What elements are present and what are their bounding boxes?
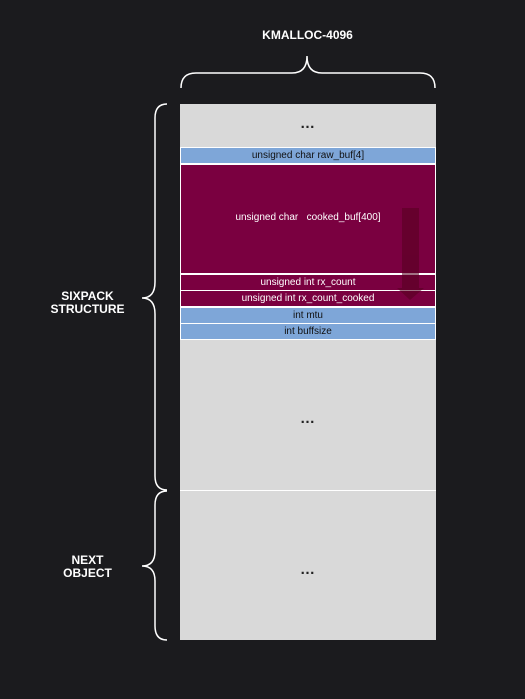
object-boundary-line [180,490,436,491]
next-label-line-1: NEXT [71,553,104,567]
field-cooked-buf-label: unsigned char cooked_buf[400] [235,212,381,223]
next-label-line-2: OBJECT [63,566,112,580]
ellipsis-top: … [300,115,316,132]
memory-region-top [180,104,436,147]
top-brace [180,55,436,89]
overflow-arrow-icon [397,208,424,300]
field-buffsize: int buffsize [180,323,436,340]
sixpack-label-line-1: SIXPACK [61,289,114,303]
kmalloc-label: KMALLOC-4096 [262,28,353,42]
field-cooked-buf: unsigned char cooked_buf[400] [180,164,436,274]
field-raw-buf: unsigned char raw_buf[4] [180,147,436,164]
sixpack-brace [141,103,168,491]
sixpack-label-line-2: STRUCTURE [50,302,125,316]
ellipsis-middle: … [300,410,316,427]
next-object-label: NEXT OBJECT [40,554,135,580]
memory-region-middle [180,340,436,490]
memory-region-next-object [180,491,436,640]
field-rx-count-cooked: unsigned int rx_count_cooked [180,290,436,307]
next-object-brace [141,490,168,641]
ellipsis-bottom: … [300,561,316,578]
sixpack-structure-label: SIXPACK STRUCTURE [40,290,135,316]
